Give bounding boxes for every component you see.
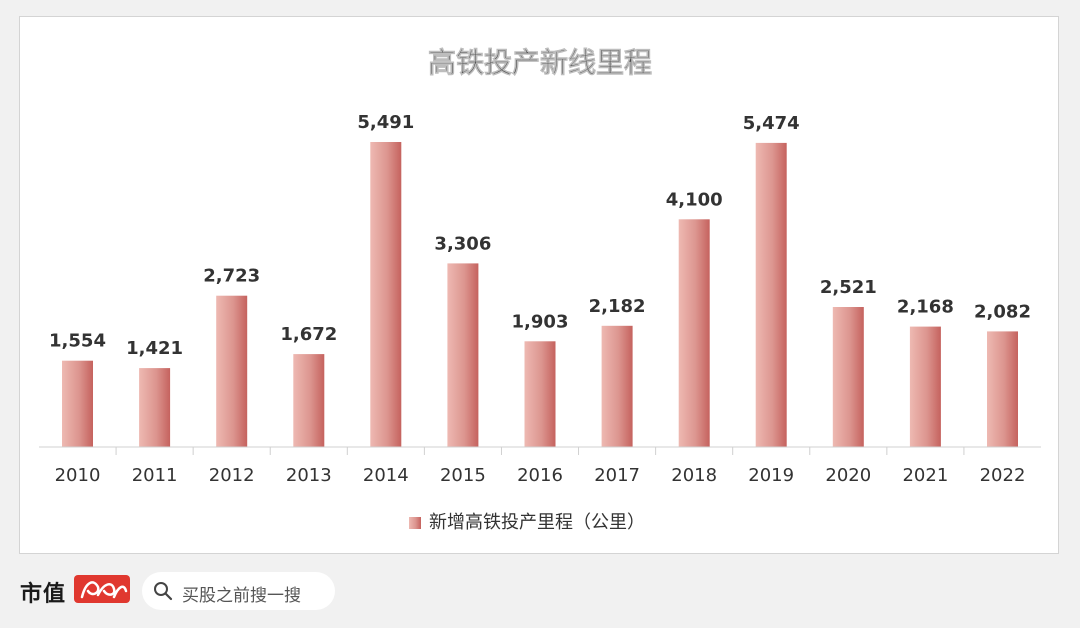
x-tick-label-2015: 2015 xyxy=(440,465,486,486)
data-label-2020: 2,521 xyxy=(820,277,877,298)
x-tick-label-2022: 2022 xyxy=(980,465,1026,486)
x-tick-label-2021: 2021 xyxy=(902,465,948,486)
footer-bar: 市值 买股之前搜一搜 xyxy=(0,560,1080,628)
brand-name: 市值 xyxy=(20,582,67,607)
data-label-2017: 2,182 xyxy=(589,296,646,317)
x-tick-label-2018: 2018 xyxy=(671,465,717,486)
legend-label: 新增高铁投产里程（公里） xyxy=(429,512,645,533)
x-tick-label-2017: 2017 xyxy=(594,465,640,486)
legend-swatch xyxy=(409,517,421,529)
x-tick-label-2012: 2012 xyxy=(209,465,255,486)
x-tick-label-2011: 2011 xyxy=(132,465,178,486)
data-label-2013: 1,672 xyxy=(280,324,337,345)
data-label-2011: 1,421 xyxy=(126,338,183,359)
bar-2018 xyxy=(678,219,710,447)
chart-card: 高铁投产新线里程 1,554 1,421 2,723 1,672 5,491 3,306 1… xyxy=(19,16,1059,554)
bar-2020 xyxy=(832,307,864,447)
search-placeholder: 买股之前搜一搜 xyxy=(182,586,301,606)
search-icon xyxy=(154,582,173,601)
bar-2010 xyxy=(62,360,93,447)
data-label-2015: 3,306 xyxy=(434,233,491,254)
search-box[interactable]: 买股之前搜一搜 xyxy=(142,572,335,610)
data-label-2019: 5,474 xyxy=(743,113,800,134)
bar-2012 xyxy=(216,295,248,447)
bar-2019 xyxy=(755,142,787,447)
bar-2016 xyxy=(524,341,556,447)
fengyun-logo-icon xyxy=(74,575,130,603)
bar-2017 xyxy=(601,325,633,447)
data-label-2010: 1,554 xyxy=(49,331,106,352)
bar-2015 xyxy=(447,263,479,447)
data-label-2022: 2,082 xyxy=(974,301,1031,322)
chart-title: 高铁投产新线里程 xyxy=(428,46,652,79)
x-tick-label-2020: 2020 xyxy=(825,465,871,486)
x-tick-label-2019: 2019 xyxy=(748,465,794,486)
data-label-2016: 1,903 xyxy=(512,311,569,332)
data-label-2014: 5,491 xyxy=(357,112,414,133)
bar-2011 xyxy=(139,368,171,447)
x-tick-label-2016: 2016 xyxy=(517,465,563,486)
bar-2022 xyxy=(987,331,1018,447)
data-label-2012: 2,723 xyxy=(203,266,260,287)
bar-2014 xyxy=(370,142,402,447)
bar-2021 xyxy=(909,326,941,447)
x-tick-label-2013: 2013 xyxy=(286,465,332,486)
bar-chart: 高铁投产新线里程 1,554 1,421 2,723 1,672 5,491 3,306 1… xyxy=(39,46,1041,533)
x-tick-label-2010: 2010 xyxy=(55,465,101,486)
chart-legend: 新增高铁投产里程（公里） xyxy=(409,512,645,533)
data-label-2021: 2,168 xyxy=(897,297,954,318)
bar-2013 xyxy=(293,354,325,447)
x-tick-label-2014: 2014 xyxy=(363,465,409,486)
data-label-2018: 4,100 xyxy=(666,189,723,210)
